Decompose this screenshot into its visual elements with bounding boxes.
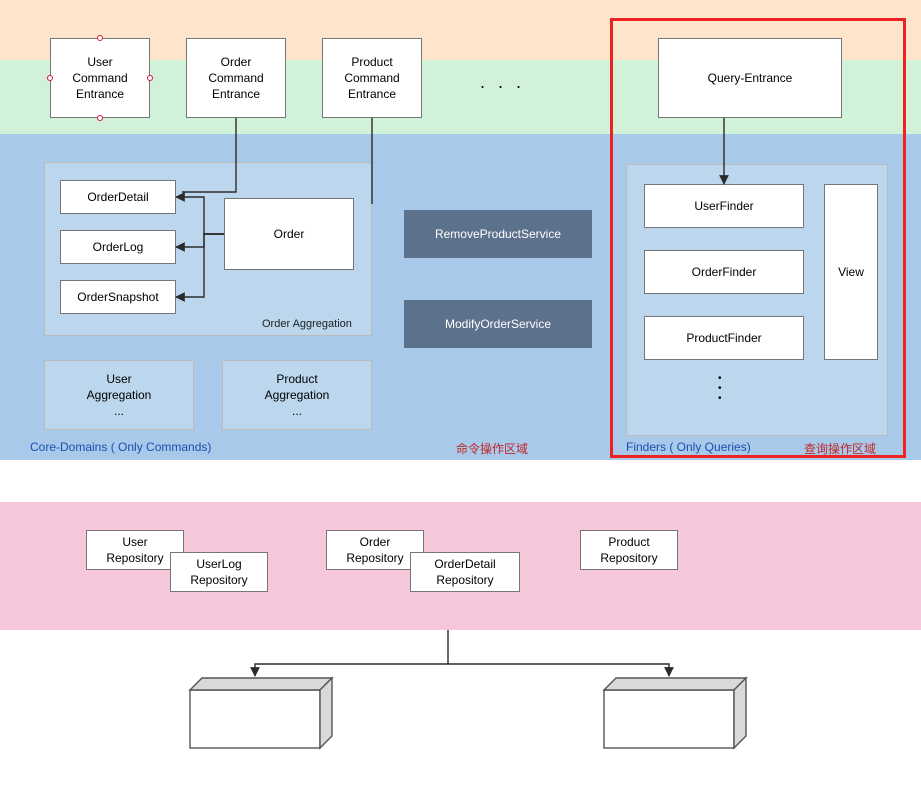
user-repository-label: UserRepository [106, 534, 163, 566]
db-label: DB [190, 711, 320, 725]
query-entrance: Query-Entrance [658, 38, 842, 118]
product-repository: ProductRepository [580, 530, 678, 570]
order-log-label: OrderLog [93, 239, 144, 255]
query-area-caption: 查询操作区域 [804, 440, 876, 457]
modify-order-service: ModifyOrderService [404, 300, 592, 348]
remove-product-service: RemoveProductService [404, 210, 592, 258]
modify-order-service-label: ModifyOrderService [445, 316, 551, 332]
order-aggregation-label: Order Aggregation [262, 318, 352, 330]
view-box: View [824, 184, 878, 360]
query-entrance-label: Query-Entrance [708, 70, 793, 86]
product-finder-label: ProductFinder [686, 330, 761, 346]
product-repository-label: ProductRepository [600, 534, 657, 566]
command-area-caption: 命令操作区域 [456, 440, 528, 457]
remove-product-service-label: RemoveProductService [435, 226, 561, 242]
user-aggregation-label: UserAggregation... [87, 371, 152, 420]
order-finder: OrderFinder [644, 250, 804, 294]
product-aggregation: ProductAggregation... [222, 360, 372, 430]
order-aggregate-root: Order [224, 198, 354, 270]
order-log-entity: OrderLog [60, 230, 176, 264]
order-command-entrance: OrderCommandEntrance [186, 38, 286, 118]
product-command-entrance: ProductCommandEntrance [322, 38, 422, 118]
order-finder-label: OrderFinder [692, 264, 757, 280]
third-party-label: 第三方服务 [604, 711, 734, 728]
selection-handle-icon [97, 35, 103, 41]
user-command-entrance-label: UserCommandEntrance [72, 54, 127, 103]
order-snapshot-label: OrderSnapshot [77, 289, 158, 305]
finders-caption: Finders ( Only Queries) [626, 440, 751, 454]
userlog-repository-label: UserLogRepository [190, 556, 247, 588]
order-detail-label: OrderDetail [87, 189, 148, 205]
selection-handle-icon [97, 115, 103, 121]
order-snapshot-entity: OrderSnapshot [60, 280, 176, 314]
orderdetail-repository: OrderDetailRepository [410, 552, 520, 592]
orderdetail-repository-label: OrderDetailRepository [434, 556, 495, 588]
core-domains-caption: Core-Domains ( Only Commands) [30, 440, 211, 454]
product-command-entrance-label: ProductCommandEntrance [344, 54, 399, 103]
order-label: Order [274, 226, 305, 242]
order-repository-label: OrderRepository [346, 534, 403, 566]
selection-handle-icon [147, 75, 153, 81]
user-finder-label: UserFinder [694, 198, 753, 214]
product-aggregation-label: ProductAggregation... [265, 371, 330, 420]
user-finder: UserFinder [644, 184, 804, 228]
entrance-ellipsis: . . . [480, 72, 525, 93]
view-label: View [838, 264, 864, 280]
selection-handle-icon [47, 75, 53, 81]
user-command-entrance: UserCommandEntrance [50, 38, 150, 118]
finders-ellipsis: ••• [718, 374, 722, 404]
userlog-repository: UserLogRepository [170, 552, 268, 592]
order-detail-entity: OrderDetail [60, 180, 176, 214]
product-finder: ProductFinder [644, 316, 804, 360]
user-aggregation: UserAggregation... [44, 360, 194, 430]
order-command-entrance-label: OrderCommandEntrance [208, 54, 263, 103]
